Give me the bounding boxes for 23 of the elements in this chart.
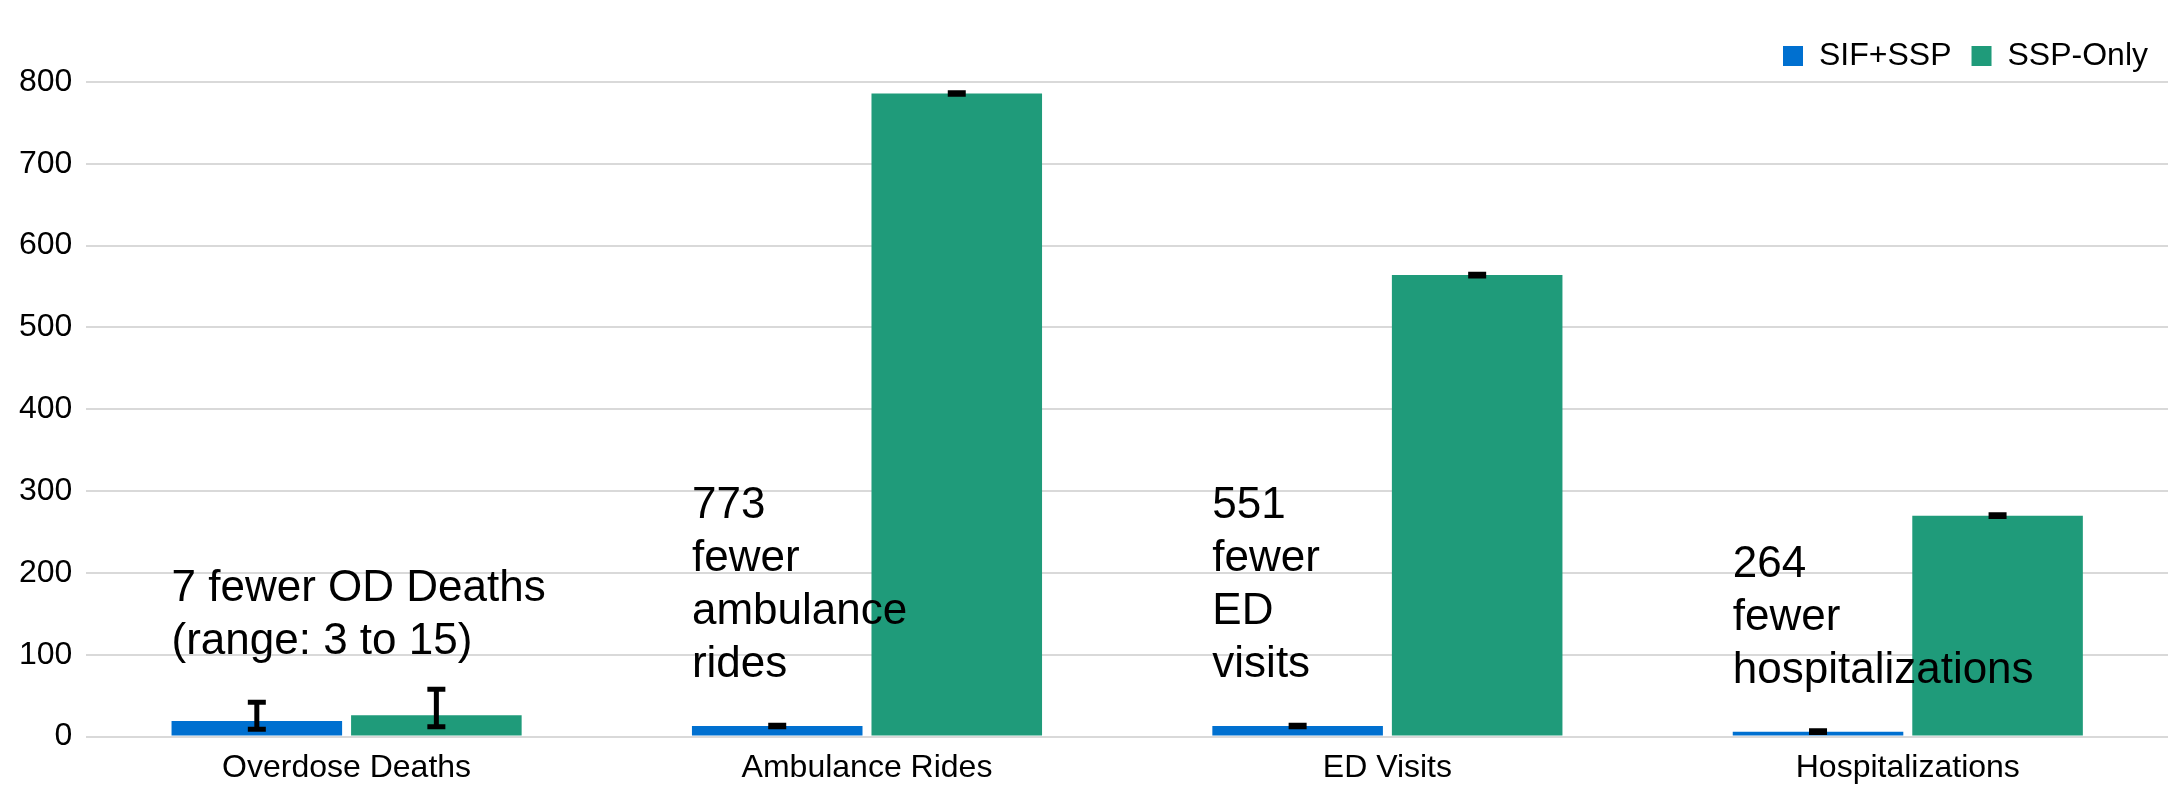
bar <box>691 725 863 736</box>
y-tick-label: 600 <box>19 225 73 262</box>
bar <box>171 721 343 736</box>
y-tick-label: 400 <box>19 389 73 426</box>
y-tick-label: 800 <box>19 61 73 98</box>
y-tick-label: 100 <box>19 634 73 671</box>
x-tick-label: ED Visits <box>1322 747 1453 784</box>
y-tick-label: 500 <box>19 307 73 344</box>
bar <box>1212 725 1383 736</box>
legend-label: SIF+SSP <box>1819 35 1952 72</box>
annotation: 551 fewer ED visits <box>1212 478 1320 687</box>
bar <box>1391 275 1563 736</box>
y-tick-label: 300 <box>19 470 73 507</box>
y-tick-label: 700 <box>19 143 73 180</box>
bar <box>1732 731 1904 736</box>
y-tick-label: 0 <box>54 716 73 753</box>
annotation: 7 fewer OD Deaths (range: 3 to 15) <box>171 561 546 664</box>
bar <box>351 715 522 736</box>
x-tick-label: Overdose Deaths <box>222 747 472 784</box>
y-tick-label: 200 <box>19 552 73 589</box>
legend-label: SSP-Only <box>2007 35 2148 72</box>
x-tick-label: Ambulance Rides <box>741 747 993 784</box>
x-tick-label: Hospitalizations <box>1795 747 2020 784</box>
